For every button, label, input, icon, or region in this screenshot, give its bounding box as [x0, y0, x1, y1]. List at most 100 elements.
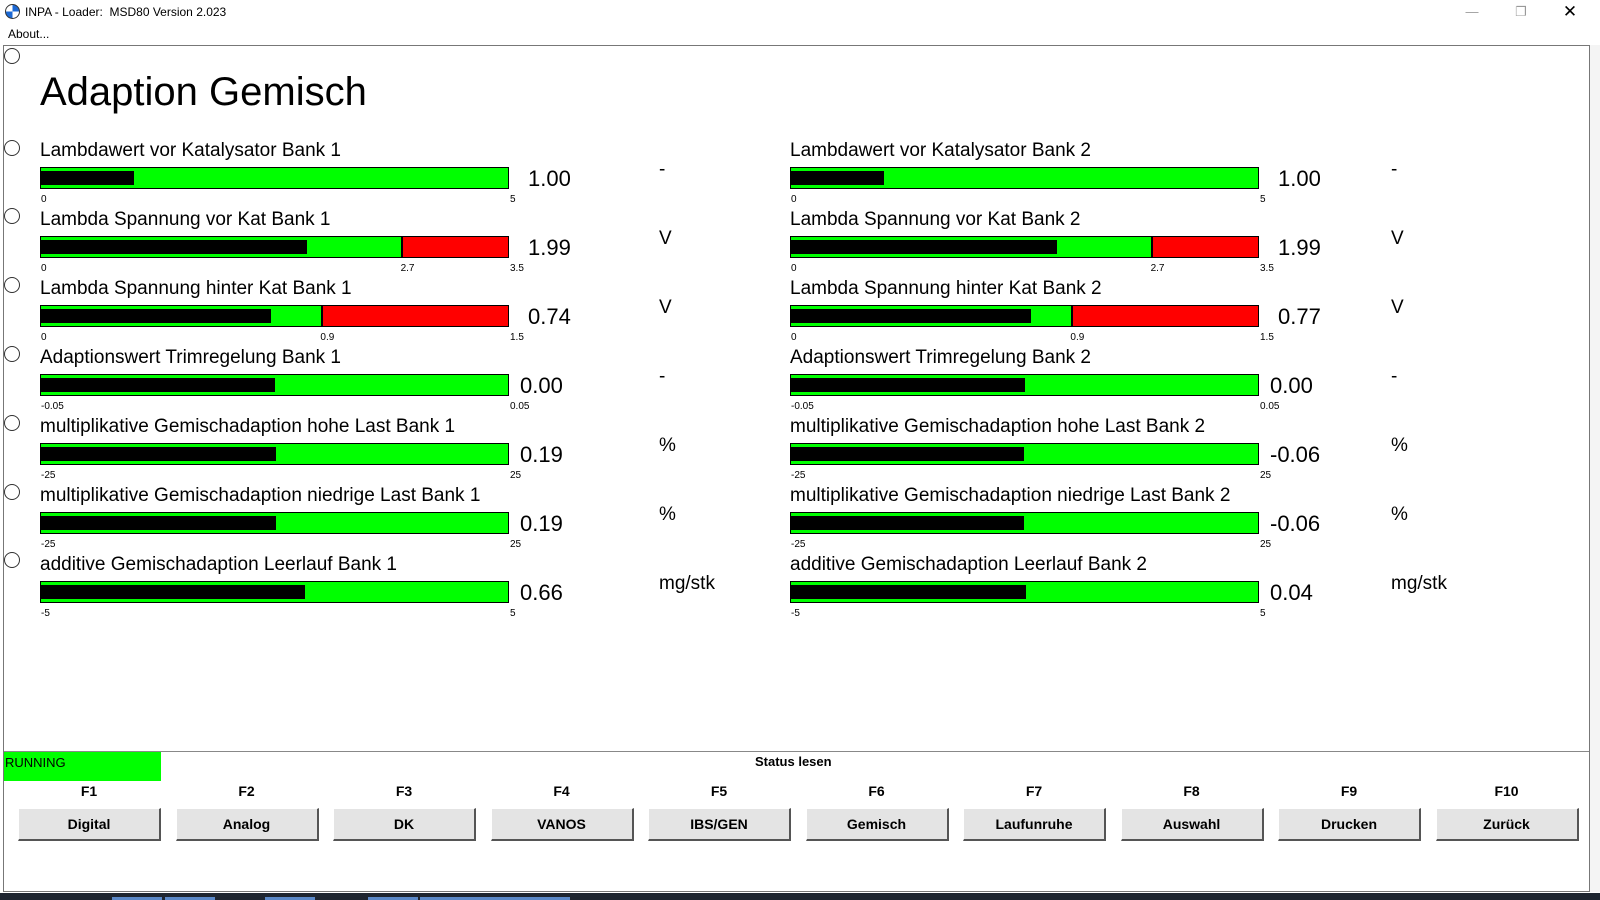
gauge-value: 1.00	[528, 166, 571, 191]
gauge-max-tick: 1.5	[1260, 332, 1274, 343]
radio-marker[interactable]	[4, 48, 20, 64]
gauge-limit-tick: 2.7	[400, 263, 415, 274]
gauge-limit-zone	[321, 306, 508, 326]
gauge-min-tick: 0	[791, 263, 797, 274]
gauge-fill	[791, 240, 1057, 254]
gauge-max-tick: 3.5	[1260, 263, 1274, 274]
gauge-unit: mg/stk	[659, 573, 715, 594]
radio-marker[interactable]	[4, 415, 20, 431]
gauge-bar	[40, 305, 509, 327]
gauge-unit: %	[659, 504, 676, 525]
gauge-min-tick: -5	[791, 608, 800, 619]
gauge-bar	[790, 305, 1259, 327]
maximize-button[interactable]: ❐	[1515, 4, 1527, 19]
fkey-label-f7: F7	[1025, 783, 1043, 799]
fkey-button-gemisch[interactable]: Gemisch	[805, 808, 949, 841]
fkey-button-digital[interactable]: Digital	[18, 808, 161, 841]
gauge-label: Lambda Spannung vor Kat Bank 2	[790, 209, 1081, 230]
gauge-fill	[791, 309, 1031, 323]
gauge-value: 1.00	[1278, 166, 1321, 191]
fkey-button-analog[interactable]: Analog	[175, 808, 319, 841]
vertical-scrollbar[interactable]	[1590, 45, 1600, 892]
gauge-unit: -	[1391, 159, 1398, 180]
gauge-label: additive Gemischadaption Leerlauf Bank 1	[40, 554, 398, 575]
close-button[interactable]: ✕	[1562, 2, 1578, 21]
gauge-label: multiplikative Gemischadaption niedrige …	[40, 485, 481, 506]
divider	[4, 751, 1589, 752]
gauge-min-tick: 0	[791, 332, 797, 343]
fkey-label-f9: F9	[1340, 783, 1358, 799]
fkey-button-vanos[interactable]: VANOS	[490, 808, 634, 841]
gauge-value: 1.99	[1278, 235, 1321, 260]
fkey-button-drucken[interactable]: Drucken	[1278, 808, 1421, 841]
minimize-button[interactable]: —	[1465, 4, 1479, 19]
gauge-max-tick: 0.05	[1260, 401, 1280, 412]
gauge-unit: %	[1391, 435, 1408, 456]
gauge-label: Lambda Spannung hinter Kat Bank 2	[790, 278, 1102, 299]
gauge-min-tick: -0.05	[791, 401, 814, 412]
gauge-label: Lambda Spannung vor Kat Bank 1	[40, 209, 331, 230]
gauge-bar	[40, 167, 509, 189]
radio-marker[interactable]	[4, 208, 20, 224]
gauge-unit: %	[1391, 504, 1408, 525]
gauge-fill	[41, 171, 135, 185]
gauge-value: -0.06	[1270, 511, 1321, 536]
radio-marker[interactable]	[4, 140, 20, 156]
radio-marker[interactable]	[4, 552, 20, 568]
gauge-max-tick: 0.05	[510, 401, 530, 412]
fkey-button-zur-ck[interactable]: Zurück	[1435, 808, 1579, 841]
menu-about[interactable]: About...	[8, 27, 50, 41]
gauge-fill	[791, 447, 1025, 461]
gauge-limit-tick: 2.7	[1150, 263, 1165, 274]
taskbar-strip	[0, 893, 1600, 900]
gauge-value: 0.74	[528, 304, 571, 329]
gauge-bar	[790, 443, 1259, 465]
gauge-unit: V	[659, 297, 672, 318]
gauge-value: 0.19	[520, 442, 563, 467]
gauge-unit: -	[659, 159, 666, 180]
gauge-label: multiplikative Gemischadaption hohe Last…	[40, 416, 456, 437]
gauge-fill	[791, 378, 1025, 392]
radio-marker[interactable]	[4, 346, 20, 362]
gauge-fill	[41, 309, 272, 323]
gauge-bar	[790, 581, 1259, 603]
gauge-max-tick: 25	[1260, 470, 1272, 481]
gauge-label: Lambda Spannung hinter Kat Bank 1	[40, 278, 352, 299]
fkey-button-ibs-gen[interactable]: IBS/GEN	[648, 808, 791, 841]
gauge-fill	[41, 378, 275, 392]
status-title: Status lesen	[755, 754, 832, 769]
gauge-bar	[790, 167, 1259, 189]
gauge-bar	[40, 236, 509, 258]
gauge-bar	[790, 512, 1259, 534]
gauge-max-tick: 25	[1260, 539, 1272, 550]
gauge-unit: V	[1391, 297, 1404, 318]
gauge-unit: %	[659, 435, 676, 456]
fkey-button-laufunruhe[interactable]: Laufunruhe	[963, 808, 1106, 841]
gauge-min-tick: -0.05	[41, 401, 64, 412]
gauge-value: 0.66	[520, 580, 563, 605]
gauge-bar	[40, 374, 509, 396]
gauge-unit: V	[659, 228, 672, 249]
gauge-limit-tick: 0.9	[1070, 332, 1085, 343]
radio-marker[interactable]	[4, 484, 20, 500]
gauge-value: 1.99	[528, 235, 571, 260]
gauge-bar	[790, 374, 1259, 396]
gauge-fill	[41, 585, 306, 599]
gauge-value: 0.04	[1270, 580, 1313, 605]
gauge-bar	[790, 236, 1259, 258]
gauge-bar	[40, 512, 509, 534]
radio-marker[interactable]	[4, 277, 20, 293]
gauge-max-tick: 5	[1260, 608, 1266, 619]
gauge-limit-zone	[401, 237, 508, 257]
gauge-fill	[41, 447, 277, 461]
gauge-min-tick: -5	[41, 608, 50, 619]
fkey-label-f2: F2	[238, 783, 255, 799]
gauge-max-tick: 5	[1260, 194, 1266, 205]
gauge-limit-tick: 0.9	[320, 332, 335, 343]
gauge-fill	[41, 516, 277, 530]
fkey-label-f10: F10	[1494, 783, 1519, 799]
gauge-min-tick: -25	[41, 470, 56, 481]
running-text: RUNNING	[5, 755, 66, 770]
fkey-button-auswahl[interactable]: Auswahl	[1120, 808, 1264, 841]
fkey-button-dk[interactable]: DK	[333, 808, 476, 841]
